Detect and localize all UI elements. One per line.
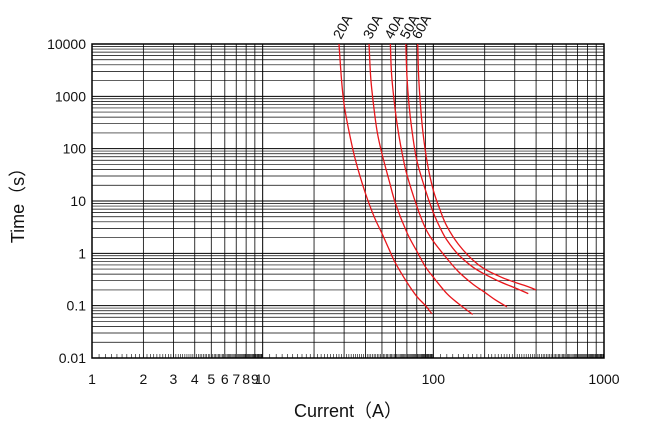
series-curve-30A — [368, 43, 474, 315]
y-tick-label: 1 — [78, 245, 86, 261]
y-tick-label: 0.1 — [67, 298, 87, 314]
y-tick-label: 100 — [63, 141, 87, 157]
x-tick-label: 3 — [170, 371, 178, 387]
x-tick-label: 1000 — [588, 371, 619, 387]
x-tick-label: 100 — [422, 371, 446, 387]
x-tick-label: 1 — [88, 371, 96, 387]
x-tick-label: 5 — [207, 371, 215, 387]
y-tick-label: 10 — [70, 193, 86, 209]
x-axis-minor-ticks — [91, 354, 604, 358]
series-label-20A: 20A — [330, 11, 356, 41]
y-axis-tick-labels: 0.01 0.1 1 10 100 1000 10000 — [47, 36, 86, 366]
y-tick-label: 0.01 — [59, 350, 86, 366]
x-tick-label: 7 — [232, 371, 240, 387]
series-curve-60A — [417, 43, 537, 291]
y-tick-label: 1000 — [55, 88, 86, 104]
series-curve-20A — [338, 43, 433, 315]
series-label-30A: 30A — [360, 11, 386, 41]
series-curve-40A — [389, 43, 508, 308]
x-axis-title: Current（A） — [294, 401, 402, 421]
x-tick-label: 4 — [191, 371, 199, 387]
plot-frame — [91, 43, 605, 359]
grid — [91, 44, 604, 359]
series-curves — [338, 43, 537, 315]
x-tick-label: 9 — [251, 371, 259, 387]
x-tick-label: 2 — [139, 371, 147, 387]
x-axis-tick-labels: 1 2 3 4 5 6 7 8 910 100 1000 — [88, 371, 620, 387]
y-axis-title: Time（s） — [8, 159, 28, 243]
y-tick-label: 10000 — [47, 36, 86, 52]
x-tick-label: 6 — [221, 371, 229, 387]
series-curve-50A — [405, 43, 529, 295]
x-tick-label: 10 — [255, 371, 271, 387]
x-tick-label: 8 — [242, 371, 250, 387]
